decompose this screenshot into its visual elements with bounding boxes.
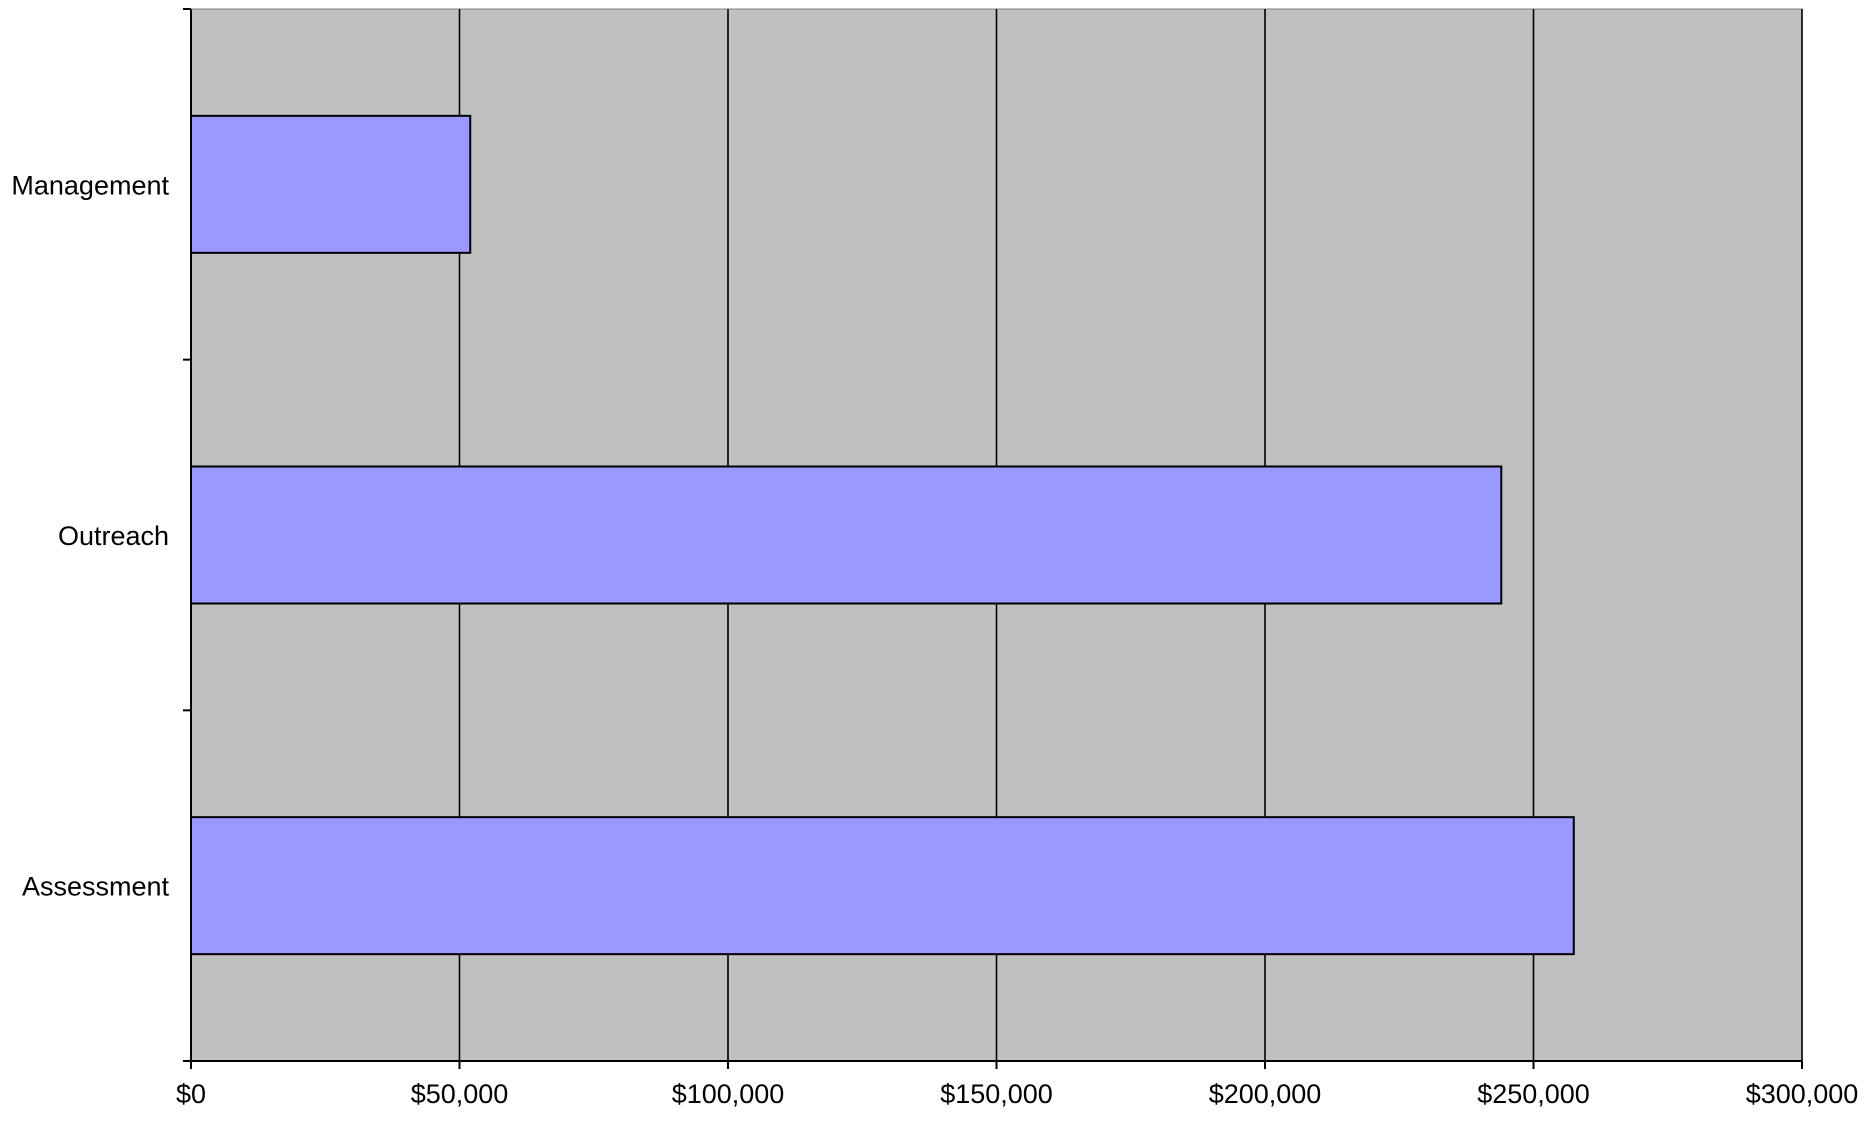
x-tick-label-5: $250,000 — [1477, 1079, 1590, 1109]
x-tick-label-6: $300,000 — [1746, 1079, 1859, 1109]
y-tick-label-outreach: Outreach — [58, 521, 169, 551]
y-tick-label-management: Management — [11, 170, 169, 200]
x-tick-label-3: $150,000 — [940, 1079, 1053, 1109]
y-tick-labels: Management Outreach Assessment — [11, 170, 169, 901]
bar-assessment — [190, 816, 1575, 956]
x-tick-label-4: $200,000 — [1209, 1079, 1322, 1109]
bars — [190, 114, 1575, 956]
axes — [183, 8, 1803, 1069]
x-tick-labels: $0 $50,000 $100,000 $150,000 $200,000 $250,00… — [176, 1079, 1858, 1109]
bar-management — [190, 114, 472, 254]
x-tick-label-0: $0 — [176, 1079, 206, 1109]
bar-outreach — [190, 465, 1503, 605]
x-tick-label-2: $100,000 — [672, 1079, 785, 1109]
y-tick-label-assessment: Assessment — [22, 872, 170, 902]
x-tick-label-1: $50,000 — [411, 1079, 509, 1109]
